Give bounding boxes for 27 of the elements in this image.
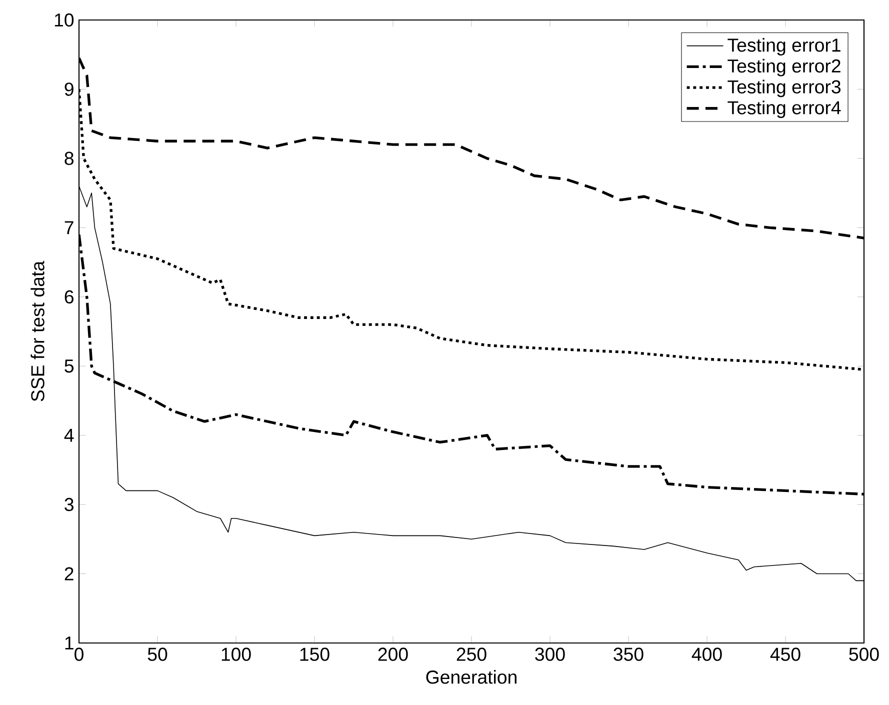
- y-tick-label: 10: [54, 13, 74, 27]
- legend-label: Testing error3: [728, 80, 841, 98]
- y-tick-label: 2: [64, 567, 74, 580]
- y-tick-label: 9: [64, 82, 74, 96]
- y-tick-label: 4: [64, 428, 74, 442]
- y-tick-label: 8: [64, 152, 74, 166]
- y-tick-label: 1: [65, 636, 74, 650]
- x-tick-label: 50: [148, 648, 168, 661]
- legend-label: Testing error4: [728, 100, 841, 118]
- x-tick-label: 250: [456, 648, 486, 661]
- y-tick-label: 6: [64, 290, 74, 304]
- x-tick-label: 0: [74, 648, 84, 661]
- legend-label: Testing error1: [728, 38, 840, 56]
- x-tick-label: 350: [614, 648, 644, 661]
- x-tick-label: 200: [378, 648, 408, 661]
- y-tick-label: 3: [64, 498, 74, 512]
- x-tick-label: 150: [300, 648, 330, 661]
- x-tick-label: 500: [849, 648, 879, 661]
- legend-label: Testing error2: [728, 58, 840, 76]
- y-tick-label: 7: [64, 221, 74, 234]
- x-axis-title: Generation: [426, 670, 516, 684]
- x-tick-label: 450: [770, 648, 800, 661]
- y-tick-label: 5: [64, 360, 74, 373]
- x-tick-label: 300: [535, 648, 565, 661]
- y-axis-title: SSE for test data: [30, 260, 44, 402]
- x-tick-label: 400: [692, 648, 722, 661]
- x-tick-label: 100: [222, 648, 251, 661]
